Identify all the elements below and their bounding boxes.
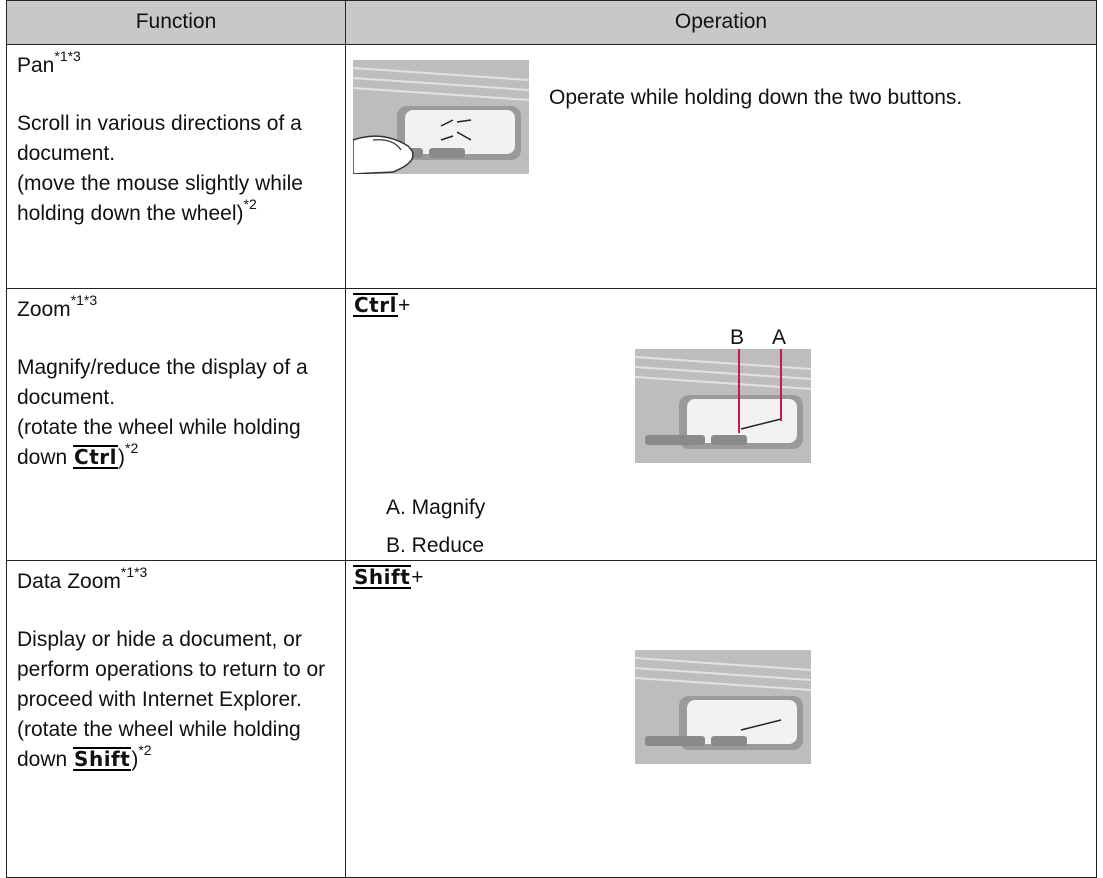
action-text: (rotate the wheel while holding down: [17, 416, 301, 469]
function-cell: Zoom*1*3 Magnify/reduce the display of a…: [6, 288, 346, 561]
name: Pan: [17, 54, 55, 77]
action-text: ): [131, 748, 139, 771]
function-name: Data Zoom*1*3: [17, 564, 335, 597]
operation-cell: Operate while holding down the two butto…: [345, 44, 1097, 289]
legend-item: B. Reduce: [386, 534, 485, 557]
function-cell: Pan*1*3 Scroll in various directions of …: [6, 44, 346, 289]
key-combo: Ctrl+: [353, 291, 410, 321]
legend-item: A. Magnify: [386, 496, 486, 519]
operation-cell: Shift+: [345, 560, 1097, 878]
key: Shift: [353, 565, 412, 589]
header-cell: Function: [6, 0, 346, 45]
plus: +: [411, 566, 424, 589]
action: (rotate the wheel while holding down Ctr…: [17, 413, 335, 473]
note: *1*3: [120, 564, 148, 580]
label-b: B: [730, 326, 745, 349]
header-row: Function Operation: [6, 0, 1097, 45]
touchpad-illustration: [353, 60, 529, 174]
key-combo: Shift+: [353, 563, 424, 593]
table-row: Data Zoom*1*3 Display or hide a document…: [6, 560, 1097, 878]
note: *1*3: [54, 48, 81, 64]
name: Zoom: [17, 298, 71, 321]
action-text: (move the mouse slightly while holding d…: [17, 172, 303, 225]
plus: +: [397, 294, 411, 317]
action: (rotate the wheel while holding down Shi…: [17, 715, 335, 775]
key: Shift: [73, 747, 132, 771]
function-table: Function Operation Pan*1*3 Scroll in var…: [6, 0, 1097, 878]
header-cell: Operation: [345, 0, 1097, 45]
touchpad-illustration: [635, 349, 811, 463]
description: Display or hide a document, or perform o…: [17, 628, 326, 711]
note: *2: [243, 196, 257, 212]
description: Scroll in various directions of a docume…: [17, 112, 302, 165]
action-text: (rotate the wheel while holding down: [17, 718, 301, 771]
function-cell: Data Zoom*1*3 Display or hide a document…: [6, 560, 346, 878]
operation-cell: Ctrl+ B A A. Magnify B. Reduce: [345, 288, 1097, 561]
table-row: Pan*1*3 Scroll in various directions of …: [6, 44, 1097, 289]
note: *1*3: [70, 292, 98, 308]
note: *2: [138, 742, 152, 758]
function-name: Zoom*1*3: [17, 292, 335, 325]
action-text: ): [118, 446, 126, 469]
label-a: A: [772, 326, 787, 349]
operation-text: Operate while holding down the two butto…: [549, 86, 963, 109]
touchpad-illustration: [635, 650, 811, 764]
description: Magnify/reduce the display of a document…: [17, 356, 308, 409]
name: Data Zoom: [17, 570, 121, 593]
note: *2: [125, 440, 139, 456]
key: Ctrl: [353, 293, 398, 317]
action: (move the mouse slightly while holding d…: [17, 169, 335, 229]
function-name: Pan*1*3: [17, 48, 335, 81]
table-row: Zoom*1*3 Magnify/reduce the display of a…: [6, 288, 1097, 561]
key: Ctrl: [73, 445, 119, 469]
